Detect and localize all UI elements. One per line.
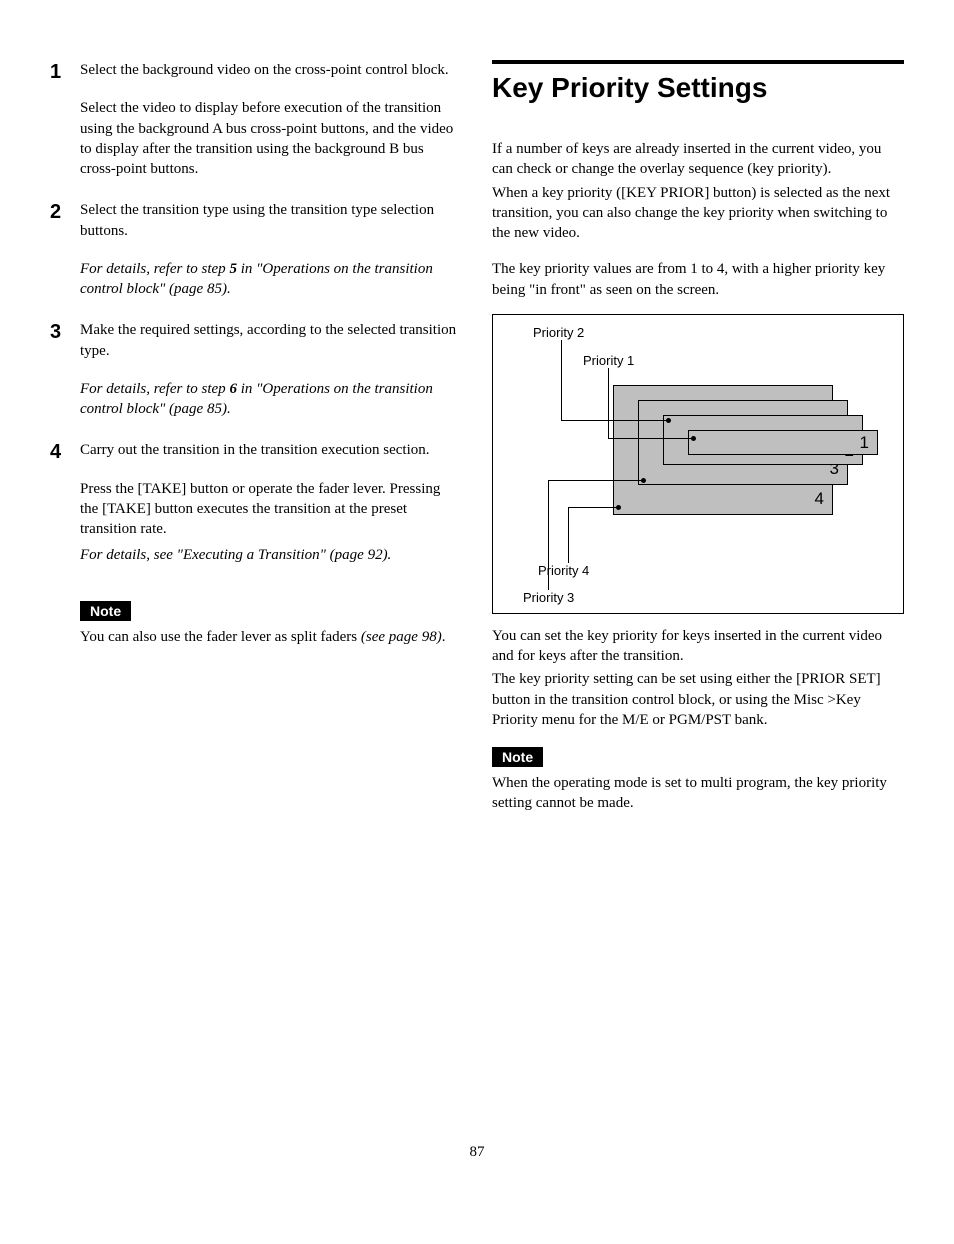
step-3-text: Make the required settings, according to… [80,320,462,361]
step-2-ref: For details, refer to step 5 in "Operati… [80,259,462,300]
step-4: 4 Carry out the transition in the transi… [50,440,462,568]
step-2-ref-bold: 5 [229,261,237,277]
step-number-3: 3 [50,320,80,422]
note-label-left: Note [80,601,131,621]
note-text-left: You can also use the fader lever as spli… [80,627,462,647]
step-3-ref: For details, refer to step 6 in "Operati… [80,379,462,420]
step-4-ref: For details, see "Executing a Transition… [80,545,462,565]
label-priority-3: Priority 3 [523,590,574,605]
note-left-post: . [442,629,446,645]
leader-p3-dot [641,478,646,483]
step-number-2: 2 [50,200,80,302]
leader-p1-dot [691,436,696,441]
step-4-text: Carry out the transition in the transiti… [80,440,462,460]
step-number-1: 1 [50,60,80,182]
step-3-ref-bold: 6 [229,381,237,397]
label-priority-2: Priority 2 [533,325,584,340]
leader-p4-h [568,507,618,508]
step-4-detail: Press the [TAKE] button or operate the f… [80,479,462,540]
priority-diagram: Priority 2 Priority 1 Priority 4 Priorit… [492,314,904,614]
note-label-right: Note [492,747,543,767]
leader-p3-h [548,480,643,481]
note-left-pre: You can also use the fader lever as spli… [80,629,361,645]
page-number: 87 [50,1144,904,1161]
left-note-block: Note You can also use the fader lever as… [80,587,462,647]
leader-p3-v [548,480,549,590]
right-para4: You can set the key priority for keys in… [492,626,904,667]
step-2-text: Select the transition type using the tra… [80,200,462,241]
layer-1: 1 [688,430,878,455]
leader-p2-v [561,340,562,420]
label-priority-1: Priority 1 [583,353,634,368]
leader-p2-dot [666,418,671,423]
note-text-right: When the operating mode is set to multi … [492,773,904,814]
right-para1: If a number of keys are already inserted… [492,139,904,180]
step-2-ref-pre: For details, refer to step [80,261,229,277]
step-3: 3 Make the required settings, according … [50,320,462,422]
step-1: 1 Select the background video on the cro… [50,60,462,182]
leader-p1-h [608,438,693,439]
layer-4-num: 4 [815,489,824,509]
label-priority-4: Priority 4 [538,563,589,578]
leader-p2-h [561,420,668,421]
step-content-1: Select the background video on the cross… [80,60,462,182]
step-3-ref-pre: For details, refer to step [80,381,229,397]
step-content-4: Carry out the transition in the transiti… [80,440,462,568]
left-column: 1 Select the background video on the cro… [50,60,462,814]
step-content-2: Select the transition type using the tra… [80,200,462,302]
right-para2: When a key priority ([KEY PRIOR] button)… [492,183,904,244]
right-para3: The key priority values are from 1 to 4,… [492,259,904,300]
leader-p4-v [568,507,569,563]
note-left-italic: (see page 98) [361,629,442,645]
right-column: Key Priority Settings If a number of key… [492,60,904,814]
step-number-4: 4 [50,440,80,568]
layer-1-num: 1 [860,433,869,453]
right-para5: The key priority setting can be set usin… [492,669,904,730]
leader-p4-dot [616,505,621,510]
step-1-text: Select the background video on the cross… [80,60,462,80]
section-divider [492,60,904,64]
step-content-3: Make the required settings, according to… [80,320,462,422]
step-1-detail: Select the video to display before execu… [80,98,462,179]
leader-p1-v [608,368,609,438]
section-title: Key Priority Settings [492,72,904,104]
step-2: 2 Select the transition type using the t… [50,200,462,302]
